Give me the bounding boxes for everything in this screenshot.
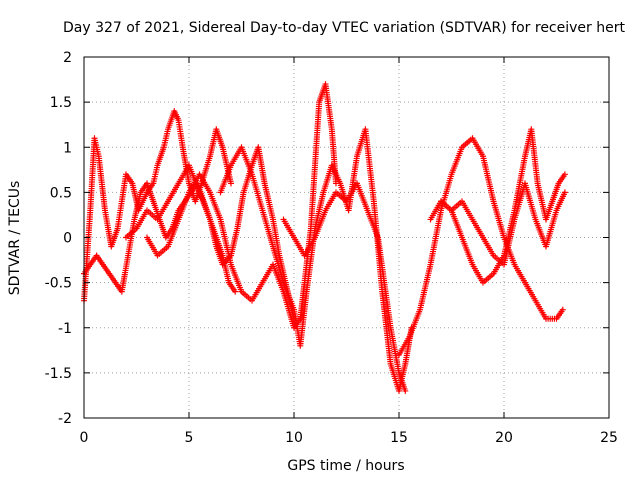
y-tick-label: 0.5 xyxy=(50,185,72,201)
chart-title: Day 327 of 2021, Sidereal Day-to-day VTE… xyxy=(63,20,625,36)
x-tick-label: 10 xyxy=(285,430,303,446)
series-sat-a xyxy=(81,108,234,304)
series-sat-g xyxy=(396,135,566,358)
x-tick-labels: 0 5 10 15 20 25 xyxy=(80,430,618,446)
x-tick-label: 5 xyxy=(185,430,194,446)
y-tick-label: 2 xyxy=(63,50,72,66)
series-sat-i xyxy=(438,180,568,268)
tick-marks xyxy=(83,56,610,419)
data-point xyxy=(561,171,568,178)
series-sat-f xyxy=(280,180,409,394)
y-tick-label: -2 xyxy=(58,411,72,427)
y-tick-labels: -2 -1.5 -1 -0.5 0 0.5 1 1.5 2 xyxy=(45,50,72,427)
x-axis-label: GPS time / hours xyxy=(287,458,404,474)
y-tick-label: 0 xyxy=(63,231,72,247)
series-sat-h xyxy=(427,126,568,286)
y-tick-label: -1 xyxy=(58,321,72,337)
series-sat-d xyxy=(144,81,339,331)
y-tick-label: 1 xyxy=(63,140,72,156)
series-sat-c xyxy=(123,144,297,322)
y-axis-label: SDTVAR / TECUs xyxy=(7,181,23,296)
data-point xyxy=(561,189,568,196)
y-tick-label: 1.5 xyxy=(50,95,72,111)
grid-lines xyxy=(84,57,609,418)
data-point xyxy=(559,306,566,313)
y-tick-label: -1.5 xyxy=(45,366,72,382)
x-tick-label: 25 xyxy=(600,430,618,446)
series-sat-e xyxy=(217,126,415,394)
data-points xyxy=(81,81,568,394)
x-tick-label: 0 xyxy=(80,430,89,446)
data-point xyxy=(402,387,409,394)
x-tick-label: 15 xyxy=(390,430,408,446)
data-point xyxy=(228,180,234,187)
plot-frame xyxy=(83,56,610,419)
y-tick-label: -0.5 xyxy=(45,276,72,292)
x-tick-label: 20 xyxy=(495,430,513,446)
data-point xyxy=(232,288,239,295)
